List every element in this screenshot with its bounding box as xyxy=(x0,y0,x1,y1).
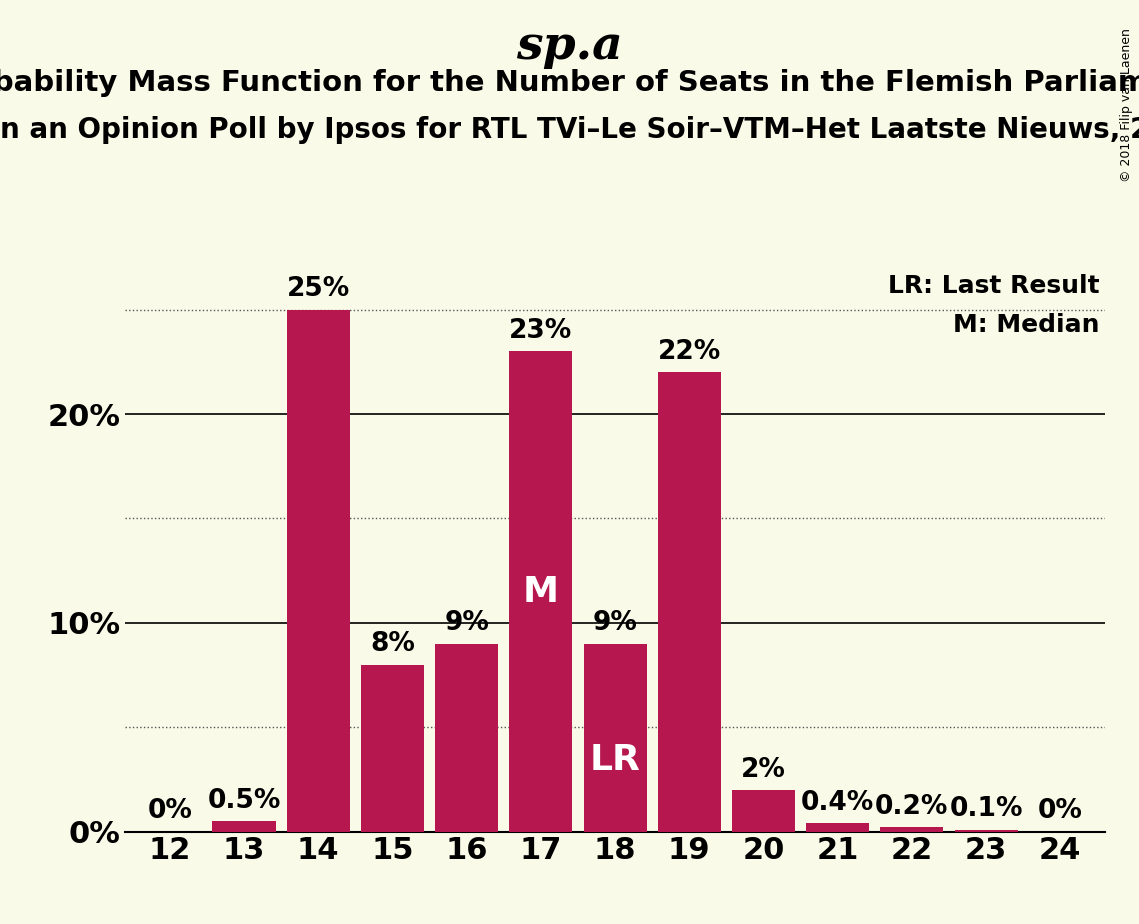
Text: LR: Last Result: LR: Last Result xyxy=(888,274,1100,298)
Text: 0.4%: 0.4% xyxy=(801,790,875,816)
Text: 9%: 9% xyxy=(444,611,489,637)
Bar xyxy=(361,664,424,832)
Text: sp.a: sp.a xyxy=(516,23,623,69)
Text: 0.5%: 0.5% xyxy=(207,788,280,814)
Text: Probability Mass Function for the Number of Seats in the Flemish Parliament: Probability Mass Function for the Number… xyxy=(0,69,1139,97)
Text: 23%: 23% xyxy=(509,318,573,344)
Bar xyxy=(880,827,943,832)
Text: 2%: 2% xyxy=(741,757,786,783)
Text: n an Opinion Poll by Ipsos for RTL TVi–Le Soir–VTM–Het Laatste Nieuws, 27 Februa: n an Opinion Poll by Ipsos for RTL TVi–L… xyxy=(0,116,1139,143)
Bar xyxy=(806,823,869,832)
Text: 8%: 8% xyxy=(370,631,415,657)
Bar xyxy=(435,644,498,832)
Bar xyxy=(509,351,573,832)
Bar xyxy=(657,372,721,832)
Text: 25%: 25% xyxy=(287,276,350,302)
Text: M: M xyxy=(523,575,559,609)
Text: 0.1%: 0.1% xyxy=(949,796,1023,822)
Text: M: Median: M: Median xyxy=(953,313,1100,337)
Text: 0%: 0% xyxy=(1038,798,1083,824)
Text: 0%: 0% xyxy=(147,798,192,824)
Text: 22%: 22% xyxy=(657,339,721,365)
Bar xyxy=(732,790,795,832)
Text: © 2018 Filip van Laenen: © 2018 Filip van Laenen xyxy=(1121,28,1133,182)
Bar xyxy=(583,644,647,832)
Text: LR: LR xyxy=(590,743,640,777)
Text: 0.2%: 0.2% xyxy=(875,794,949,821)
Bar xyxy=(954,830,1017,832)
Bar xyxy=(287,310,350,832)
Text: 9%: 9% xyxy=(592,611,638,637)
Bar xyxy=(213,821,276,832)
